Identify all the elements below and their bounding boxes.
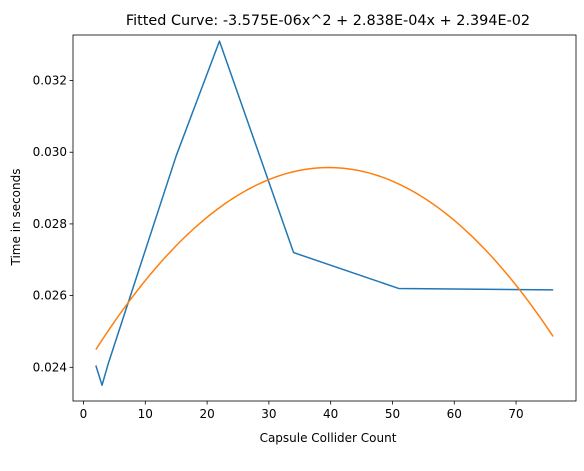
x-tick-label: 20 <box>199 407 214 421</box>
y-tick-label: 0.030 <box>33 145 67 159</box>
x-tick-label: 10 <box>138 407 153 421</box>
x-tick-label: 50 <box>385 407 400 421</box>
y-tick-label: 0.026 <box>33 289 67 303</box>
x-tick-label: 30 <box>261 407 276 421</box>
y-tick-label: 0.028 <box>33 217 67 231</box>
series-layer <box>95 40 554 386</box>
fitted-curve-line <box>95 166 554 351</box>
x-tick-label: 70 <box>508 407 523 421</box>
chart-title: Fitted Curve: -3.575E-06x^2 + 2.838E-04x… <box>126 13 530 29</box>
y-tick-label: 0.032 <box>33 74 67 88</box>
x-axis: 0 10 20 30 40 50 60 70 <box>80 401 524 421</box>
y-axis: 0.024 0.026 0.028 0.030 0.032 <box>33 74 73 374</box>
x-axis-label: Capsule Collider Count <box>260 431 397 445</box>
x-tick-label: 40 <box>323 407 338 421</box>
y-axis-label: Time in seconds <box>9 169 23 267</box>
x-tick-label: 60 <box>447 407 462 421</box>
measured-data-line <box>95 40 554 386</box>
y-tick-label: 0.024 <box>33 360 67 374</box>
plot-frame <box>72 34 577 402</box>
x-tick-label: 0 <box>80 407 88 421</box>
